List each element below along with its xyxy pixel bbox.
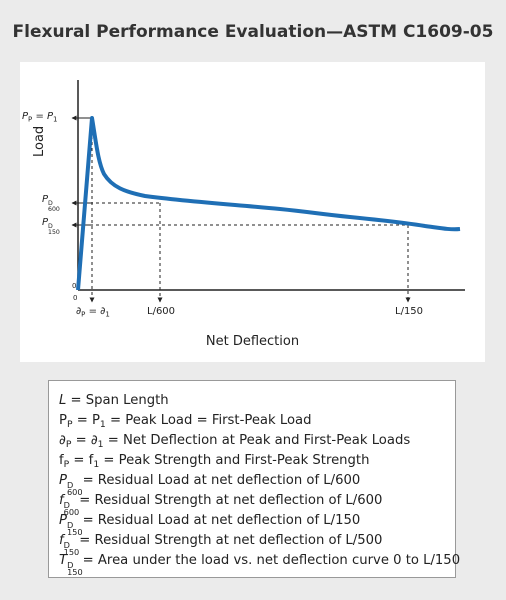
text-part: f: [59, 493, 64, 508]
text-part: = Residual Load at net deflection of L/6…: [82, 473, 361, 488]
legend-row: f D 600 = Residual Strength at net deflecti…: [59, 491, 455, 516]
text-part: = Net Deflection at Peak and First-Peak …: [103, 433, 411, 448]
text-part: L/150: [395, 306, 424, 317]
x-mark-label: L/150: [395, 306, 423, 317]
text-part: D: [48, 222, 53, 230]
text-part: ∂: [76, 306, 82, 317]
text-part: 1: [97, 439, 104, 451]
legend-row: ∂P = ∂1 = Net Deflection at Peak and Fir…: [59, 431, 455, 451]
legend-row: fP = f1 = Peak Strength and First-Peak S…: [59, 451, 455, 471]
text-part: = Residual Strength at net deflection of…: [79, 493, 383, 508]
text-part: 600: [66, 487, 83, 498]
text-part: P: [66, 419, 73, 431]
y-mark-label: P D 150: [42, 217, 60, 236]
text-part: D: [63, 539, 70, 550]
legend-row: L = Span Length: [59, 391, 455, 411]
text-part: 1: [53, 115, 58, 124]
y-mark-label: P D 600: [42, 194, 60, 213]
text-part: P: [28, 115, 33, 124]
text-part: D 600: [63, 499, 80, 518]
text-part: 600: [63, 507, 80, 518]
text-part: 1: [99, 419, 106, 431]
x-mark-label: ∂P = ∂1: [76, 306, 110, 318]
text-part: D 150: [66, 519, 83, 538]
legend-row: P D 600 = Residual Load at net deflection o…: [59, 471, 455, 496]
x-axis-label: Net Deflection: [205, 334, 300, 349]
text-part: P: [42, 217, 49, 228]
text-part: = Residual Load at net deflection of L/1…: [82, 513, 361, 528]
text-part: = ∂: [71, 433, 98, 448]
legend-row: f D 150 = Residual Strength at net deflecti…: [59, 531, 455, 556]
x-mark-label: L/600: [147, 306, 175, 317]
text-part: P: [81, 310, 86, 319]
text-part: D 600: [66, 479, 83, 498]
legend-row: P D 150 = Residual Load at net deflection o…: [59, 511, 455, 536]
text-part: T: [59, 553, 68, 568]
origin-label: 0: [73, 294, 78, 302]
chart: [71, 80, 465, 303]
text-part: 150: [48, 228, 60, 236]
text-part: = Area under the load vs. net deflection…: [82, 553, 461, 568]
text-part: D: [66, 479, 74, 490]
text-part: D 600: [48, 199, 60, 213]
text-part: D: [66, 519, 74, 530]
text-part: D 150: [67, 559, 83, 578]
text-part: P: [59, 513, 67, 528]
y-axis-label: Load: [32, 125, 47, 157]
load-curve: [76, 116, 461, 291]
text-part: P: [59, 473, 67, 488]
legend-box: L = Span Length PP = P1 = Peak Load = Fir…: [48, 380, 460, 578]
legend-row: T D 150 = Area under the load vs. net defle…: [59, 551, 460, 576]
text-part: D: [48, 199, 53, 207]
text-part: D: [67, 559, 74, 570]
text-part: = Peak Load = First-Peak Load: [105, 413, 312, 428]
text-part: = Residual Strength at net deflection of…: [79, 533, 383, 548]
text-part: ∂: [59, 433, 66, 448]
text-part: D 150: [48, 222, 60, 236]
text-part: = Peak Strength and First-Peak Strength: [99, 453, 370, 468]
title: Flexural Performance Evaluation—ASTM C16…: [12, 22, 494, 42]
text-part: = ∂: [85, 306, 106, 317]
text-part: = Span Length: [66, 393, 169, 408]
text-part: f: [59, 453, 64, 468]
text-part: 600: [48, 205, 60, 213]
text-part: L/600: [147, 306, 176, 317]
y-mark-label: PP = P1: [22, 111, 58, 123]
text-part: = f: [69, 453, 94, 468]
text-part: 150: [63, 547, 80, 558]
text-part: f: [59, 533, 64, 548]
text-part: L: [59, 393, 67, 408]
text-part: 150: [66, 527, 83, 538]
text-part: 1: [105, 310, 110, 319]
text-part: P: [42, 194, 49, 205]
text-part: P: [22, 111, 29, 122]
text-part: D: [63, 499, 70, 510]
origin-label: 0: [72, 282, 77, 290]
legend-row: PP = P1 = Peak Load = First-Peak Load: [59, 411, 455, 431]
text-part: P: [65, 439, 72, 451]
text-part: P: [59, 413, 67, 428]
text-part: 150: [67, 567, 83, 578]
text-part: 1: [93, 459, 100, 471]
text-part: = P: [32, 111, 54, 122]
text-part: D 150: [63, 539, 80, 558]
text-part: = P: [72, 413, 100, 428]
text-part: P: [63, 459, 70, 471]
